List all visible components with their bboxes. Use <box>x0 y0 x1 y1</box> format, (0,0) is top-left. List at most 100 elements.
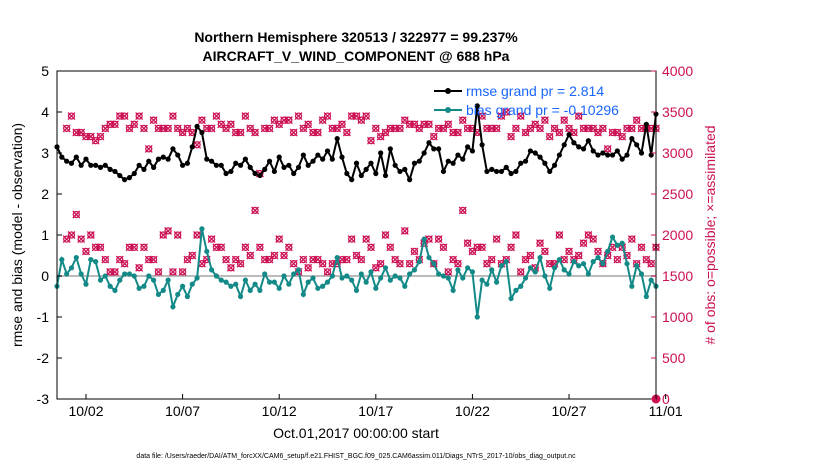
obs-assimilated-marker <box>536 124 545 133</box>
obs-possible-marker <box>410 247 419 256</box>
obs-assimilated-marker <box>207 124 216 133</box>
obs-possible-marker <box>623 251 631 260</box>
obs-assimilated-marker <box>207 235 216 244</box>
rmse-point <box>382 172 389 179</box>
obs-assimilated-marker <box>555 231 564 239</box>
obs-possible-marker <box>125 124 134 133</box>
obs-count-marker <box>381 231 390 239</box>
obs-assimilated-marker <box>502 108 511 116</box>
obs-count-marker <box>647 259 656 268</box>
bias-point <box>179 283 186 289</box>
obs-possible-marker <box>212 243 221 251</box>
obs-assimilated-marker <box>338 120 346 129</box>
obs-assimilated-marker <box>434 235 443 244</box>
obs-assimilated-marker <box>453 259 462 268</box>
obs-possible-marker <box>280 116 288 124</box>
obs-possible-marker <box>536 239 544 247</box>
obs-possible-marker <box>613 128 622 137</box>
obs-count-marker <box>627 235 636 244</box>
bias-point <box>155 291 162 298</box>
obs-assimilated-marker <box>323 267 332 276</box>
legend-rmse-label: rmse grand pr = 2.814 <box>466 83 604 99</box>
obs-possible-marker <box>507 132 515 141</box>
rmse-point <box>223 170 229 177</box>
obs-possible-marker <box>125 243 134 251</box>
bias-point <box>503 259 509 265</box>
obs-count-marker <box>86 231 95 239</box>
obs-possible-marker <box>251 128 259 137</box>
obs-count-marker <box>618 132 627 141</box>
rmse-point <box>387 146 393 152</box>
obs-possible-marker <box>512 124 520 133</box>
obs-possible-marker <box>579 124 588 133</box>
bias-point <box>614 242 620 248</box>
obs-count-marker <box>439 243 448 252</box>
obs-possible-marker <box>352 112 361 120</box>
obs-assimilated-marker <box>603 144 612 153</box>
obs-assimilated-marker <box>632 116 641 125</box>
obs-count-marker <box>226 120 235 129</box>
obs-possible-marker <box>352 251 361 260</box>
rmse-point <box>629 136 635 142</box>
obs-assimilated-marker <box>149 255 158 264</box>
bias-point <box>320 283 326 289</box>
obs-possible-marker <box>236 128 245 137</box>
rmse-point <box>271 168 277 175</box>
y-tick-label: 4 <box>41 104 49 120</box>
obs-possible-marker <box>362 235 370 243</box>
rmse-point <box>122 177 128 183</box>
y-tick-label: 1 <box>41 227 49 243</box>
right-axis-ticks: 05001000150020002500300035004000 <box>651 63 693 407</box>
bias-point <box>59 257 65 263</box>
obs-possible-marker <box>415 124 423 133</box>
rmse-point <box>421 150 427 156</box>
obs-possible-marker <box>323 112 332 120</box>
obs-count-marker <box>342 255 351 264</box>
rmse-point <box>580 146 587 152</box>
rmse-point <box>392 162 398 168</box>
bias-point <box>117 277 123 283</box>
obs-count-marker <box>386 243 395 252</box>
obs-possible-marker <box>560 116 568 124</box>
obs-possible-marker <box>87 231 95 239</box>
bias-point <box>252 281 258 287</box>
obs-count-marker <box>323 112 332 121</box>
obs-possible-marker <box>236 260 245 268</box>
obs-assimilated-marker <box>86 231 95 239</box>
obs-possible-marker <box>488 124 496 133</box>
obs-possible-marker <box>178 128 187 137</box>
bias-point <box>315 285 321 291</box>
obs-count-marker <box>367 243 375 252</box>
obs-count-marker <box>323 267 332 276</box>
obs-possible-marker <box>367 137 375 145</box>
obs-assimilated-marker <box>540 247 549 256</box>
obs-assimilated-marker <box>410 247 419 256</box>
obs-count-marker <box>540 247 549 256</box>
bias-point <box>643 293 649 300</box>
bias-point <box>160 287 166 293</box>
obs-assimilated-marker <box>111 267 119 276</box>
rmse-point <box>160 154 166 160</box>
rmse-point <box>179 162 186 168</box>
rmse-point <box>445 158 451 164</box>
obs-possible-marker <box>401 227 409 235</box>
bias-point <box>112 287 118 293</box>
obs-possible-marker <box>338 255 346 264</box>
rmse-point <box>551 162 558 168</box>
bias-point <box>131 273 137 279</box>
rmse-point <box>300 152 306 158</box>
observation-count-markers <box>62 108 661 404</box>
obs-assimilated-marker <box>511 231 520 239</box>
bias-point <box>513 287 519 293</box>
rmse-point <box>102 162 108 168</box>
obs-assimilated-marker <box>154 267 163 276</box>
bias-point <box>228 283 234 289</box>
obs-assimilated-marker <box>507 132 516 141</box>
bias-point <box>291 271 297 277</box>
bias-point <box>455 267 461 273</box>
obs-possible-marker <box>149 116 158 124</box>
obs-assimilated-marker <box>255 243 264 252</box>
bias-point <box>624 261 630 267</box>
obs-possible-marker <box>130 243 138 251</box>
obs-possible-marker <box>309 128 317 137</box>
